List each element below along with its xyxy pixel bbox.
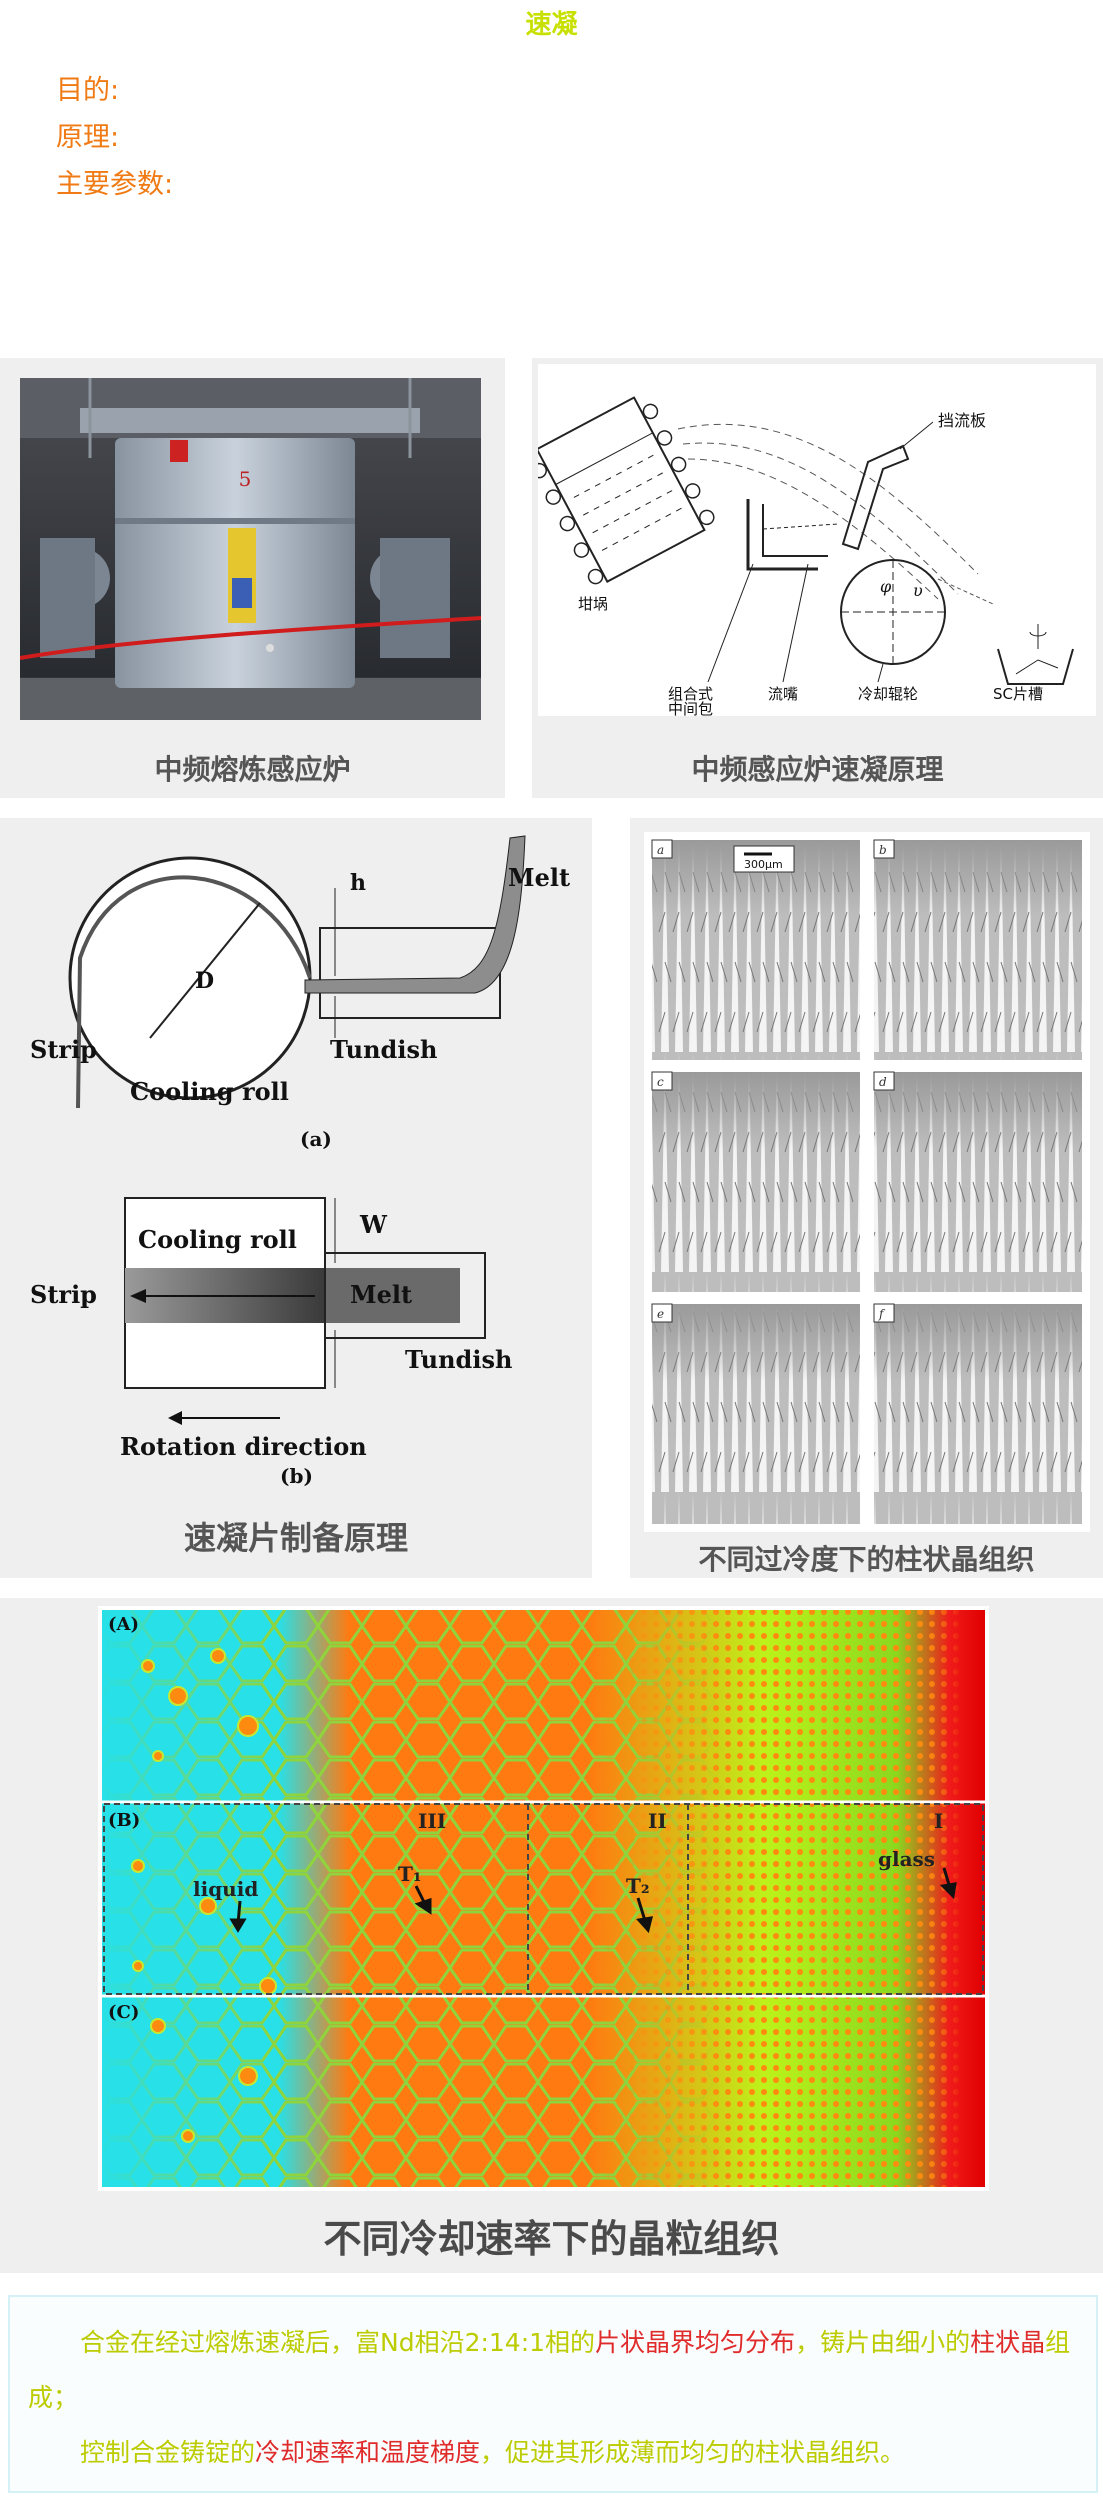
note-line-2: 控制合金铸锭的冷却速率和温度梯度，促进其形成薄而均匀的柱状晶组织。 <box>28 2425 1078 2480</box>
dendrite-svg: a b c d e f 300μm <box>651 839 1082 1524</box>
W-label: W <box>359 1210 388 1239</box>
b-label: (b) <box>280 1464 313 1488</box>
dendrite-tile-a: a <box>651 839 860 1060</box>
purpose-label: 目的: <box>56 75 120 106</box>
strip-label-a: Strip <box>30 1035 97 1064</box>
dendrite-tile-d: d <box>873 1071 1082 1292</box>
page-title: 速凝 <box>525 10 578 40</box>
note-1-part-c: ，铸片由细小的 <box>795 2328 971 2357</box>
furnace-plate-bg <box>170 440 188 462</box>
phi-label: φ <box>880 577 892 596</box>
dendrite-tile-f: f <box>873 1303 1082 1524</box>
crucible-label: 坩埚 <box>578 595 608 613</box>
dendrite-panel: a b c d e f 300μm 不同过冷度下的柱状晶组织 <box>630 818 1103 1578</box>
melt-label-b: Melt <box>350 1280 412 1309</box>
strip-label-b: Strip <box>30 1280 97 1309</box>
note-1-highlight-2: 柱状晶 <box>970 2328 1046 2357</box>
cooling-roll-label-a: Cooling roll <box>130 1077 289 1106</box>
note-1-part-e: 组成； <box>28 2328 1071 2412</box>
grain-label-B: (B) <box>108 1810 140 1831</box>
dendrite-grid: a b c d e f 300μm <box>644 832 1090 1532</box>
furnace-plate-number: 5 <box>239 467 252 491</box>
trough-label: SC片槽 <box>993 685 1043 703</box>
svg-text:b: b <box>879 843 887 857</box>
grain-caption: 不同冷却速率下的晶粒组织 <box>323 2217 780 2261</box>
svg-text:d: d <box>879 1075 887 1089</box>
grain-svg: (A) (B) (C) III II I liquid T₁ T₂ glass <box>102 1610 985 2187</box>
dendrite-tile-c: c <box>651 1071 860 1292</box>
notes-box: 合金在经过熔炼速凝后，富Nd相沿2:14:1相的片状晶界均匀分布，铸片由细小的柱… <box>8 2295 1098 2493</box>
principle-caption: 中频感应炉速凝原理 <box>691 753 944 786</box>
zone-I-label: I <box>934 1809 943 1833</box>
svg-text:e: e <box>657 1307 664 1321</box>
svg-text:c: c <box>657 1075 664 1089</box>
glass-label: glass <box>878 1847 935 1871</box>
h-label: h <box>350 870 366 896</box>
dendrite-tile-b: b <box>873 839 1082 1060</box>
cooling-roll-label-b: Cooling roll <box>138 1225 297 1254</box>
note-2-highlight: 冷却速率和温度梯度 <box>255 2438 481 2467</box>
dendrite-caption: 不同过冷度下的柱状晶组织 <box>698 1543 1035 1576</box>
furnace-photo-caption: 中频熔炼感应炉 <box>154 753 351 786</box>
a-label: (a) <box>300 1127 332 1151</box>
grain-label-C: (C) <box>108 2002 139 2023</box>
note-2-part-c: ，促进其形成薄而均匀的柱状晶组织。 <box>480 2438 906 2467</box>
svg-text:f: f <box>878 1307 886 1321</box>
T1-label: T₁ <box>398 1862 422 1886</box>
tundish-label-a: Tundish <box>330 1035 437 1064</box>
v-label: υ <box>913 581 923 600</box>
grain-panel: (A) (B) (C) III II I liquid T₁ T₂ glass … <box>0 1598 1103 2273</box>
dendrite-scale: 300μm <box>744 858 783 871</box>
rotation-label: Rotation direction <box>120 1432 367 1461</box>
furnace-photo-svg: 5 <box>20 378 481 720</box>
principle-diagram-svg: 挡流板 φ υ 坩埚 组合式 中间包 流嘴 冷却辊轮 SC片槽 <box>538 396 1074 716</box>
T2-label: T₂ <box>626 1874 650 1898</box>
furnace-photo: 5 <box>20 378 481 720</box>
zone-III-label: III <box>418 1809 446 1833</box>
note-line-1: 合金在经过熔炼速凝后，富Nd相沿2:14:1相的片状晶界均匀分布，铸片由细小的柱… <box>28 2315 1078 2425</box>
principle-panel: 挡流板 φ υ 坩埚 组合式 中间包 流嘴 冷却辊轮 SC片槽 中频感应炉速凝原… <box>532 358 1103 798</box>
grain-label-A: (A) <box>108 1614 139 1635</box>
melt-label-a: Melt <box>508 863 570 892</box>
note-2-part-a: 控制合金铸锭的 <box>80 2438 256 2467</box>
nozzle-label: 流嘴 <box>768 685 798 703</box>
principle-label: 原理: <box>56 122 120 153</box>
roll-label: 冷却辊轮 <box>858 685 918 703</box>
furnace-photo-panel: 5 中频熔炼感应炉 <box>0 358 505 798</box>
schematic-svg: D h Melt Tundish Strip Cooling roll (a) … <box>30 828 570 1488</box>
tundish-label-1: 组合式 <box>668 685 713 703</box>
note-1-part-a: 合金在经过熔炼速凝后，富Nd相沿2:14:1相的 <box>80 2328 596 2357</box>
principle-diagram: 挡流板 φ υ 坩埚 组合式 中间包 流嘴 冷却辊轮 SC片槽 <box>538 364 1096 716</box>
grain-image: (A) (B) (C) III II I liquid T₁ T₂ glass <box>98 1606 989 2191</box>
liquid-label: liquid <box>193 1877 258 1901</box>
tundish-label-b: Tundish <box>405 1345 512 1374</box>
svg-text:a: a <box>657 843 664 857</box>
zone-II-label: II <box>648 1809 667 1833</box>
D-label: D <box>195 968 214 994</box>
params-label: 主要参数: <box>56 169 174 200</box>
schematic-panel: D h Melt Tundish Strip Cooling roll (a) … <box>0 818 592 1578</box>
baffle-label: 挡流板 <box>938 411 986 430</box>
tundish-label-2: 中间包 <box>668 700 713 716</box>
dendrite-tile-e: e <box>651 1303 860 1524</box>
note-1-highlight-1: 片状晶界均匀分布 <box>595 2328 796 2357</box>
schematic-caption: 速凝片制备原理 <box>183 1519 408 1557</box>
